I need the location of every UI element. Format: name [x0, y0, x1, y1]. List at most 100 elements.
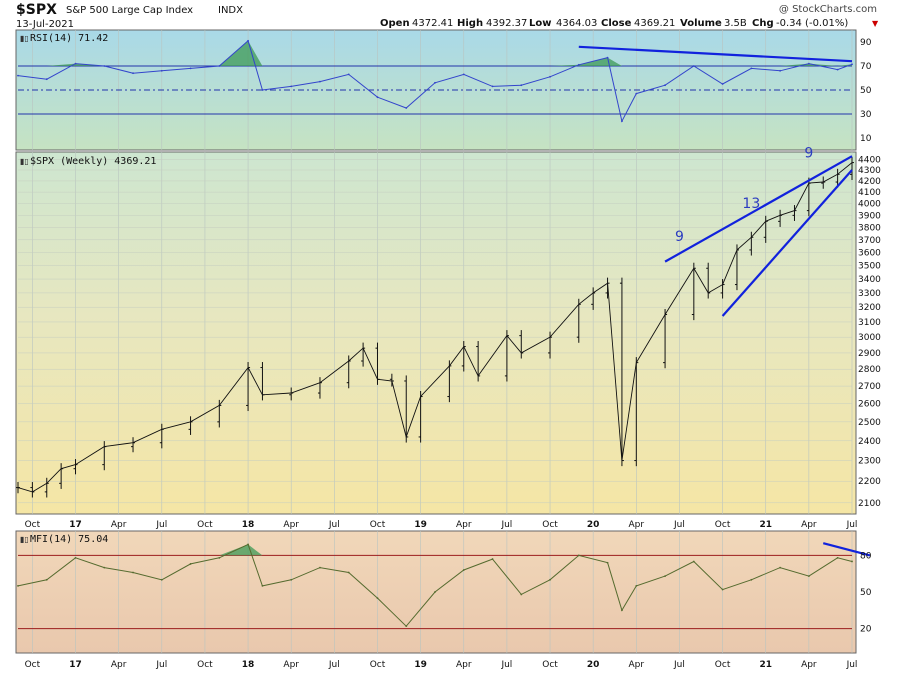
volume-value: 3.5B: [724, 18, 747, 29]
price-tick-label: 2600: [858, 400, 881, 410]
x-tick-label: Oct: [25, 660, 41, 670]
price-tick-label: 3800: [858, 223, 881, 233]
price-tick-label: 4200: [858, 177, 881, 187]
price-tick-label: 2400: [858, 437, 881, 447]
mfi-point: [807, 575, 810, 578]
mfi-point: [621, 609, 623, 612]
mfi-tick-label: 20: [860, 625, 872, 635]
x-tick-label: 18: [242, 520, 255, 530]
price-panel-icon: ▮▯: [20, 157, 29, 166]
chart-watermark: @ StockCharts.com: [779, 4, 877, 15]
x-tick-label: 20: [587, 660, 600, 670]
x-tick-label: Oct: [542, 660, 558, 670]
x-tick-label: 20: [587, 520, 600, 530]
x-tick-label: Apr: [111, 520, 127, 530]
price-tick-label: 2800: [858, 365, 881, 375]
rsi-trendline: [578, 45, 853, 63]
open-value: 4372.41: [412, 18, 453, 29]
x-tick-label: 19: [414, 520, 427, 530]
rsi-point: [577, 63, 580, 66]
volume-label: Volume: [680, 18, 722, 29]
rsi-point: [160, 69, 163, 72]
rsi-point: [491, 85, 494, 88]
mfi-tick-label: 80: [860, 551, 872, 561]
x-tick-label: Oct: [370, 660, 386, 670]
open-label: Open: [380, 18, 410, 29]
rsi-panel-icon: ▮▯: [20, 34, 29, 43]
price-line: [17, 162, 853, 493]
rsi-point: [635, 92, 638, 95]
mfi-point: [462, 569, 465, 571]
price-tick-label: 4100: [858, 188, 881, 198]
mfi-trendline: [822, 542, 871, 557]
data-layer: 9 13 9: [16, 39, 871, 630]
x-tick-label: Jul: [328, 520, 340, 530]
rsi-point: [549, 75, 551, 78]
x-tick-label: Jul: [155, 660, 167, 670]
mfi-point: [405, 625, 408, 628]
rsi-point: [74, 62, 77, 65]
x-tick-label: 17: [69, 660, 82, 670]
mfi-tick-label: 50: [860, 588, 872, 598]
x-tick-label: Oct: [715, 660, 731, 670]
mfi-point: [160, 578, 163, 581]
rsi-point: [132, 72, 134, 75]
chart-exchange: INDX: [218, 5, 243, 16]
x-tick-label: 17: [69, 520, 82, 530]
rsi-point: [347, 73, 350, 76]
rsi-point: [664, 84, 666, 87]
mfi-point: [491, 558, 494, 560]
rsi-title: RSI(14) 71.42: [30, 33, 108, 44]
rsi-point: [103, 65, 106, 67]
x-tick-label: Jul: [155, 520, 167, 530]
mfi-panel-icon: ▮▯: [20, 535, 29, 544]
chg-label: Chg: [752, 18, 774, 29]
x-tick-label: Jul: [846, 660, 858, 670]
mfi-point: [103, 566, 106, 569]
mfi-point: [17, 585, 19, 587]
chart-index-name: S&P 500 Large Cap Index: [66, 5, 193, 16]
mfi-point: [319, 566, 321, 569]
mfi-point: [635, 585, 638, 587]
x-tick-label: Jul: [500, 520, 512, 530]
mfi-point: [189, 563, 192, 565]
x-tick-label: Apr: [629, 660, 645, 670]
rsi-point: [376, 96, 379, 99]
rsi-point: [836, 68, 839, 71]
low-label: Low: [529, 18, 551, 29]
mfi-point: [520, 593, 523, 596]
mfi-point: [45, 578, 48, 581]
rsi-point: [807, 62, 810, 65]
rsi-point: [750, 67, 753, 70]
x-tick-label: Apr: [283, 520, 299, 530]
price-tick-label: 2300: [858, 457, 881, 467]
rsi-panel: [15, 29, 857, 151]
rsi-tick-label: 10: [860, 134, 872, 144]
mfi-point: [218, 556, 221, 559]
rsi-point: [606, 56, 609, 59]
rsi-point: [462, 73, 465, 76]
rsi-point: [520, 84, 523, 87]
rsi-point: [434, 81, 436, 84]
wedge-upper-line: [664, 155, 853, 263]
mfi-point: [376, 597, 379, 599]
rsi-tick-label: 90: [860, 38, 872, 48]
price-tick-label: 3200: [858, 303, 881, 313]
mfi-point: [606, 561, 609, 564]
price-tick-label: 3000: [858, 333, 881, 343]
mfi-point: [836, 556, 839, 559]
close-label: Close: [601, 18, 632, 29]
price-tick-label: 3600: [858, 249, 881, 259]
x-tick-label: Jul: [500, 660, 512, 670]
x-tick-label: 21: [759, 520, 772, 530]
high-value: 4392.37: [486, 18, 527, 29]
quote-strip: Open 4372.41 High 4392.37 Low 4364.03 Cl…: [380, 18, 879, 29]
x-tick-label: Jul: [673, 660, 685, 670]
rsi-point: [45, 78, 48, 81]
price-tick-label: 3100: [858, 318, 881, 328]
rsi-line: [17, 39, 853, 123]
x-tick-label: Apr: [456, 660, 472, 670]
price-tick-label: 4000: [858, 200, 881, 210]
x-tick-label: Jul: [673, 520, 685, 530]
